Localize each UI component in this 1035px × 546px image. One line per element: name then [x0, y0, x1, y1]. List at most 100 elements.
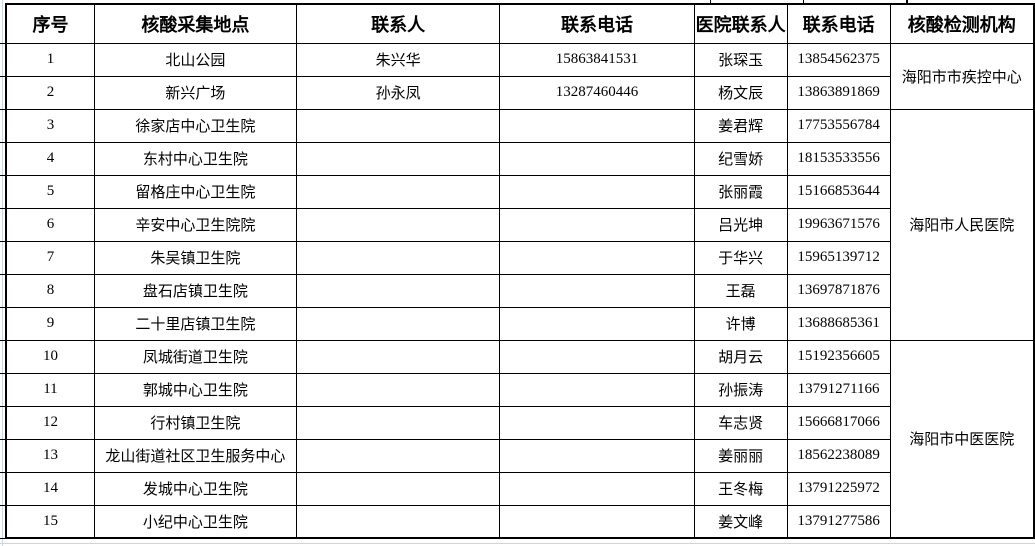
col-header-site[interactable]: 核酸采集地点	[93, 3, 297, 44]
cell-serial[interactable]: 8	[5, 273, 95, 308]
cell-hospital-contact[interactable]: 姜丽丽	[693, 438, 788, 473]
cell-hospital-phone[interactable]: 13791277586	[786, 504, 891, 539]
cell-contact-phone[interactable]	[499, 108, 695, 143]
cell-contact[interactable]: 朱兴华	[295, 42, 501, 77]
cell-site[interactable]: 二十里店镇卫生院	[93, 306, 297, 341]
cell-site[interactable]: 东村中心卫生院	[93, 141, 297, 176]
cell-contact[interactable]	[295, 405, 501, 440]
cell-contact-phone[interactable]	[499, 339, 695, 374]
cell-serial[interactable]: 10	[5, 339, 95, 374]
cell-contact-phone[interactable]	[499, 141, 695, 176]
cell-contact-phone[interactable]	[499, 207, 695, 242]
cell-site[interactable]: 北山公园	[93, 42, 297, 77]
col-header-contact-phone[interactable]: 联系电话	[499, 3, 695, 44]
cell-hospital-contact[interactable]: 杨文辰	[693, 75, 788, 110]
cell-hospital-phone[interactable]: 18153533556	[786, 141, 891, 176]
cell-institution[interactable]: 海阳市市疾控中心	[889, 42, 1035, 110]
cell-site[interactable]: 行村镇卫生院	[93, 405, 297, 440]
cell-contact[interactable]	[295, 339, 501, 374]
cell-hospital-phone[interactable]: 13697871876	[786, 273, 891, 308]
cell-serial[interactable]: 1	[5, 42, 95, 77]
cell-serial[interactable]: 15	[5, 504, 95, 539]
cell-contact-phone[interactable]	[499, 504, 695, 539]
cell-site[interactable]: 小纪中心卫生院	[93, 504, 297, 539]
cell-hospital-phone[interactable]: 15666817066	[786, 405, 891, 440]
cell-hospital-phone[interactable]: 17753556784	[786, 108, 891, 143]
cell-contact[interactable]	[295, 306, 501, 341]
cell-hospital-phone[interactable]: 18562238089	[786, 438, 891, 473]
cell-hospital-contact[interactable]: 张丽霞	[693, 174, 788, 209]
col-header-contact[interactable]: 联系人	[295, 3, 501, 44]
cell-contact-phone[interactable]	[499, 372, 695, 407]
cell-serial[interactable]: 6	[5, 207, 95, 242]
cell-site[interactable]: 龙山街道社区卫生服务中心	[93, 438, 297, 473]
cell-serial[interactable]: 11	[5, 372, 95, 407]
cell-site[interactable]: 新兴广场	[93, 75, 297, 110]
cell-serial[interactable]: 4	[5, 141, 95, 176]
cell-contact-phone[interactable]	[499, 273, 695, 308]
cell-hospital-contact[interactable]: 王冬梅	[693, 471, 788, 506]
col-header-hospital-phone[interactable]: 联系电话	[786, 3, 891, 44]
cell-contact-phone[interactable]: 13287460446	[499, 75, 695, 110]
cell-site[interactable]: 盘石店镇卫生院	[93, 273, 297, 308]
cell-site[interactable]: 发城中心卫生院	[93, 471, 297, 506]
cell-institution[interactable]: 海阳市中医医院	[889, 339, 1035, 539]
cell-hospital-contact[interactable]: 于华兴	[693, 240, 788, 275]
cell-serial[interactable]: 5	[5, 174, 95, 209]
cell-institution[interactable]: 海阳市人民医院	[889, 108, 1035, 341]
cell-serial[interactable]: 13	[5, 438, 95, 473]
cell-contact[interactable]: 孙永凤	[295, 75, 501, 110]
cell-contact[interactable]	[295, 504, 501, 539]
cell-contact[interactable]	[295, 372, 501, 407]
cell-hospital-contact[interactable]: 张琛玉	[693, 42, 788, 77]
cell-site[interactable]: 凤城街道卫生院	[93, 339, 297, 374]
cell-serial[interactable]: 12	[5, 405, 95, 440]
cell-contact-phone[interactable]	[499, 174, 695, 209]
cell-contact[interactable]	[295, 174, 501, 209]
cell-contact-phone[interactable]	[499, 405, 695, 440]
cell-contact-phone[interactable]	[499, 471, 695, 506]
cell-hospital-phone[interactable]: 13791271166	[786, 372, 891, 407]
cell-contact[interactable]	[295, 438, 501, 473]
cell-hospital-phone[interactable]: 15166853644	[786, 174, 891, 209]
cell-hospital-phone[interactable]: 15965139712	[786, 240, 891, 275]
cell-hospital-phone[interactable]: 13688685361	[786, 306, 891, 341]
cell-hospital-phone[interactable]: 13863891869	[786, 75, 891, 110]
cell-hospital-contact[interactable]: 吕光坤	[693, 207, 788, 242]
cell-contact-phone[interactable]	[499, 240, 695, 275]
cell-hospital-phone[interactable]: 13854562375	[786, 42, 891, 77]
cell-site[interactable]: 徐家店中心卫生院	[93, 108, 297, 143]
cell-serial[interactable]: 3	[5, 108, 95, 143]
cell-contact-phone[interactable]: 15863841531	[499, 42, 695, 77]
cell-contact-phone[interactable]	[499, 438, 695, 473]
cell-serial[interactable]: 9	[5, 306, 95, 341]
cell-contact[interactable]	[295, 240, 501, 275]
col-header-institution[interactable]: 核酸检测机构	[889, 3, 1035, 44]
cell-hospital-contact[interactable]: 姜文峰	[693, 504, 788, 539]
cell-hospital-contact[interactable]: 王磊	[693, 273, 788, 308]
cell-hospital-contact[interactable]: 姜君辉	[693, 108, 788, 143]
cell-serial[interactable]: 14	[5, 471, 95, 506]
cell-contact[interactable]	[295, 141, 501, 176]
cell-hospital-phone[interactable]: 19963671576	[786, 207, 891, 242]
cell-site[interactable]: 朱吴镇卫生院	[93, 240, 297, 275]
cell-contact[interactable]	[295, 207, 501, 242]
col-header-serial[interactable]: 序号	[5, 3, 95, 44]
cell-contact[interactable]	[295, 273, 501, 308]
cell-site[interactable]: 郭城中心卫生院	[93, 372, 297, 407]
cell-serial[interactable]: 7	[5, 240, 95, 275]
cell-hospital-contact[interactable]: 纪雪娇	[693, 141, 788, 176]
cell-serial[interactable]: 2	[5, 75, 95, 110]
cell-contact[interactable]	[295, 471, 501, 506]
cell-site[interactable]: 辛安中心卫生院院	[93, 207, 297, 242]
cell-contact-phone[interactable]	[499, 306, 695, 341]
cell-hospital-phone[interactable]: 15192356605	[786, 339, 891, 374]
cell-contact[interactable]	[295, 108, 501, 143]
cell-hospital-contact[interactable]: 车志贤	[693, 405, 788, 440]
cell-hospital-contact[interactable]: 许博	[693, 306, 788, 341]
cell-hospital-contact[interactable]: 胡月云	[693, 339, 788, 374]
col-header-hospital-contact[interactable]: 医院联系人	[693, 3, 788, 44]
cell-hospital-phone[interactable]: 13791225972	[786, 471, 891, 506]
cell-site[interactable]: 留格庄中心卫生院	[93, 174, 297, 209]
cell-hospital-contact[interactable]: 孙振涛	[693, 372, 788, 407]
